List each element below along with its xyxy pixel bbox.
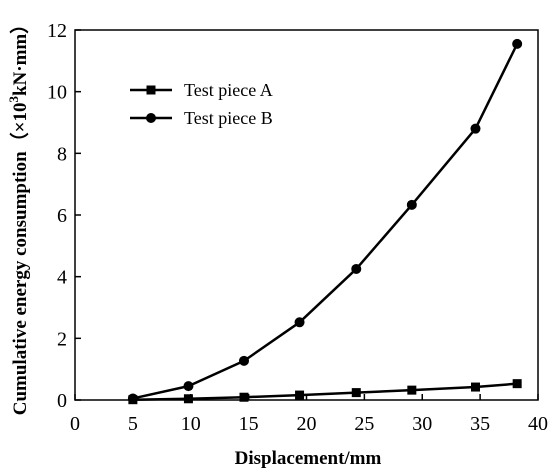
x-tick-label: 35: [470, 413, 490, 435]
y-axis-title-prefix: Cumulative energy consumption（×10: [8, 103, 31, 416]
series-b-point: [406, 199, 417, 210]
series-b-point: [238, 355, 249, 366]
series-a-point: [470, 382, 480, 392]
y-tick-label: 8: [57, 143, 67, 165]
series-b-point: [294, 317, 305, 328]
y-tick-label: 6: [57, 205, 67, 227]
legend-entry-a-label: Test piece A: [184, 80, 273, 100]
x-tick-label: 0: [70, 413, 80, 435]
x-tick-label: 40: [528, 413, 548, 435]
y-tick-label: 4: [57, 267, 67, 289]
x-axis-title: Displacement/mm: [235, 448, 382, 469]
series-b-point: [470, 123, 481, 134]
y-tick-label: 10: [47, 82, 67, 104]
y-tick-label: 0: [57, 390, 67, 412]
series-b-point: [183, 381, 194, 392]
series-b-point: [512, 38, 523, 49]
y-axis-title-suffix: kN·mm）: [8, 15, 31, 96]
x-tick-label: 30: [412, 413, 432, 435]
series-a-point: [407, 385, 417, 395]
y-axis-title-superscript: 3: [6, 96, 21, 103]
series-a-line: [132, 382, 518, 401]
legend-entry-b-label: Test piece B: [184, 108, 273, 128]
legend-entry-a-marker: [146, 85, 156, 95]
x-tick-label: 10: [181, 413, 201, 435]
x-tick-label: 20: [297, 413, 317, 435]
series-a-point: [351, 388, 361, 398]
series-b-point: [351, 263, 362, 274]
plot-area: 0 5 10 15 20 25 30 35 40 0 2 4 6 8 10 12: [47, 20, 548, 435]
y-tick-label: 2: [57, 328, 67, 350]
legend-entry-b-marker: [146, 113, 156, 123]
x-tick-label: 5: [128, 413, 138, 435]
series-b-point: [127, 393, 138, 404]
series-a-point: [295, 390, 305, 400]
series-a-point: [239, 392, 249, 402]
series-a-point: [183, 394, 193, 404]
x-tick-label: 25: [354, 413, 374, 435]
series-b-line: [132, 43, 519, 400]
y-tick-label: 12: [47, 20, 67, 42]
y-axis-title: Cumulative energy consumption（×103kN·mm）: [6, 15, 31, 416]
plot-frame: [74, 29, 539, 401]
legend: Test piece A Test piece B: [130, 80, 273, 128]
series-a-point: [512, 379, 522, 389]
x-tick-label: 15: [239, 413, 259, 435]
